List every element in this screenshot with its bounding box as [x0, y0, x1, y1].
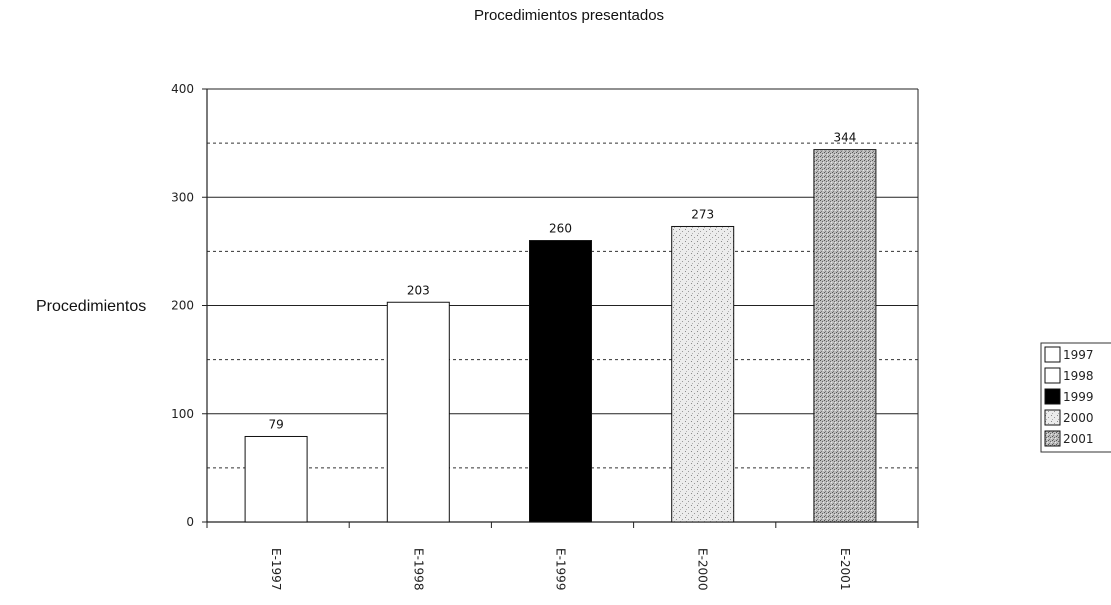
legend-entry: 2000: [1063, 411, 1094, 425]
legend: 1997 1998 1999 2000 2001: [1040, 342, 1111, 453]
x-tick-label: E-1999: [554, 548, 568, 590]
legend-swatch: [1044, 430, 1061, 447]
y-tick-label: 200: [171, 299, 194, 313]
bars: [244, 149, 877, 523]
x-tick-label: E-1998: [411, 548, 425, 590]
y-tick-label: 400: [171, 82, 194, 96]
data-label: 203: [407, 283, 430, 297]
bar-E-1997: [244, 435, 308, 523]
bar-E-1999: [529, 240, 592, 523]
x-tick-label: E-2000: [696, 548, 710, 590]
data-label: 260: [549, 222, 572, 236]
legend-swatch: [1044, 367, 1061, 384]
legend-entry: 1998: [1063, 369, 1094, 383]
y-tick-label: 0: [186, 515, 194, 529]
legend-swatch: [1044, 388, 1061, 405]
data-label: 79: [268, 417, 283, 431]
x-tick-label: E-2001: [838, 548, 852, 590]
y-tick-label: 100: [171, 407, 194, 421]
bar-E-1998: [386, 301, 450, 523]
legend-swatch: [1044, 346, 1061, 363]
legend-entry: 1997: [1063, 348, 1094, 362]
y-axis-label: Procedimientos: [36, 298, 146, 315]
data-label: 344: [833, 131, 856, 145]
data-label: 273: [691, 207, 714, 221]
legend-entry: 2001: [1063, 432, 1094, 446]
legend-swatch: [1044, 409, 1061, 426]
x-tick-label: E-1997: [269, 548, 283, 590]
legend-entry: 1999: [1063, 390, 1094, 404]
y-tick-labels: 0 100 200 300 400: [171, 82, 194, 529]
y-tick-label: 300: [171, 190, 194, 204]
bar-E-2001: [813, 149, 877, 523]
chart-title: Procedimientos presentados: [474, 7, 664, 24]
bar-E-2000: [671, 225, 735, 523]
data-labels: 79 203 260 273 344: [268, 131, 856, 432]
x-tick-labels: E-1997 E-1998 E-1999 E-2000 E-2001: [269, 548, 852, 590]
